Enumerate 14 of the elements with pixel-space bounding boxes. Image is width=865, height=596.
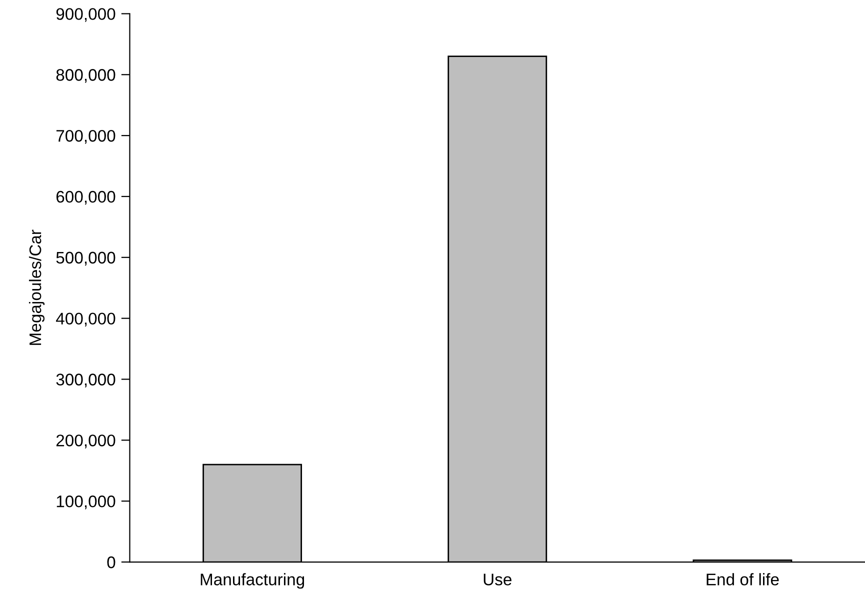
y-axis-title: Megajoules/Car [28,230,45,345]
y-tick-label: 600,000 [56,190,116,205]
y-tick-label: 100,000 [56,496,116,510]
y-tick-label: 800,000 [56,69,116,83]
y-tick-label: 400,000 [56,312,116,326]
x-tick-label: End of life [706,573,779,586]
y-tick-label: 300,000 [56,374,116,388]
y-tick-label: 700,000 [56,130,116,144]
y-tick-label: 900,000 [56,8,116,22]
x-tick-label: Use [484,574,512,586]
y-tick-label: 500,000 [56,252,116,266]
y-tick-label: 0 [107,556,116,568]
y-tick-label: 200,000 [56,434,116,448]
x-tick-label: Manufacturing [200,573,304,589]
